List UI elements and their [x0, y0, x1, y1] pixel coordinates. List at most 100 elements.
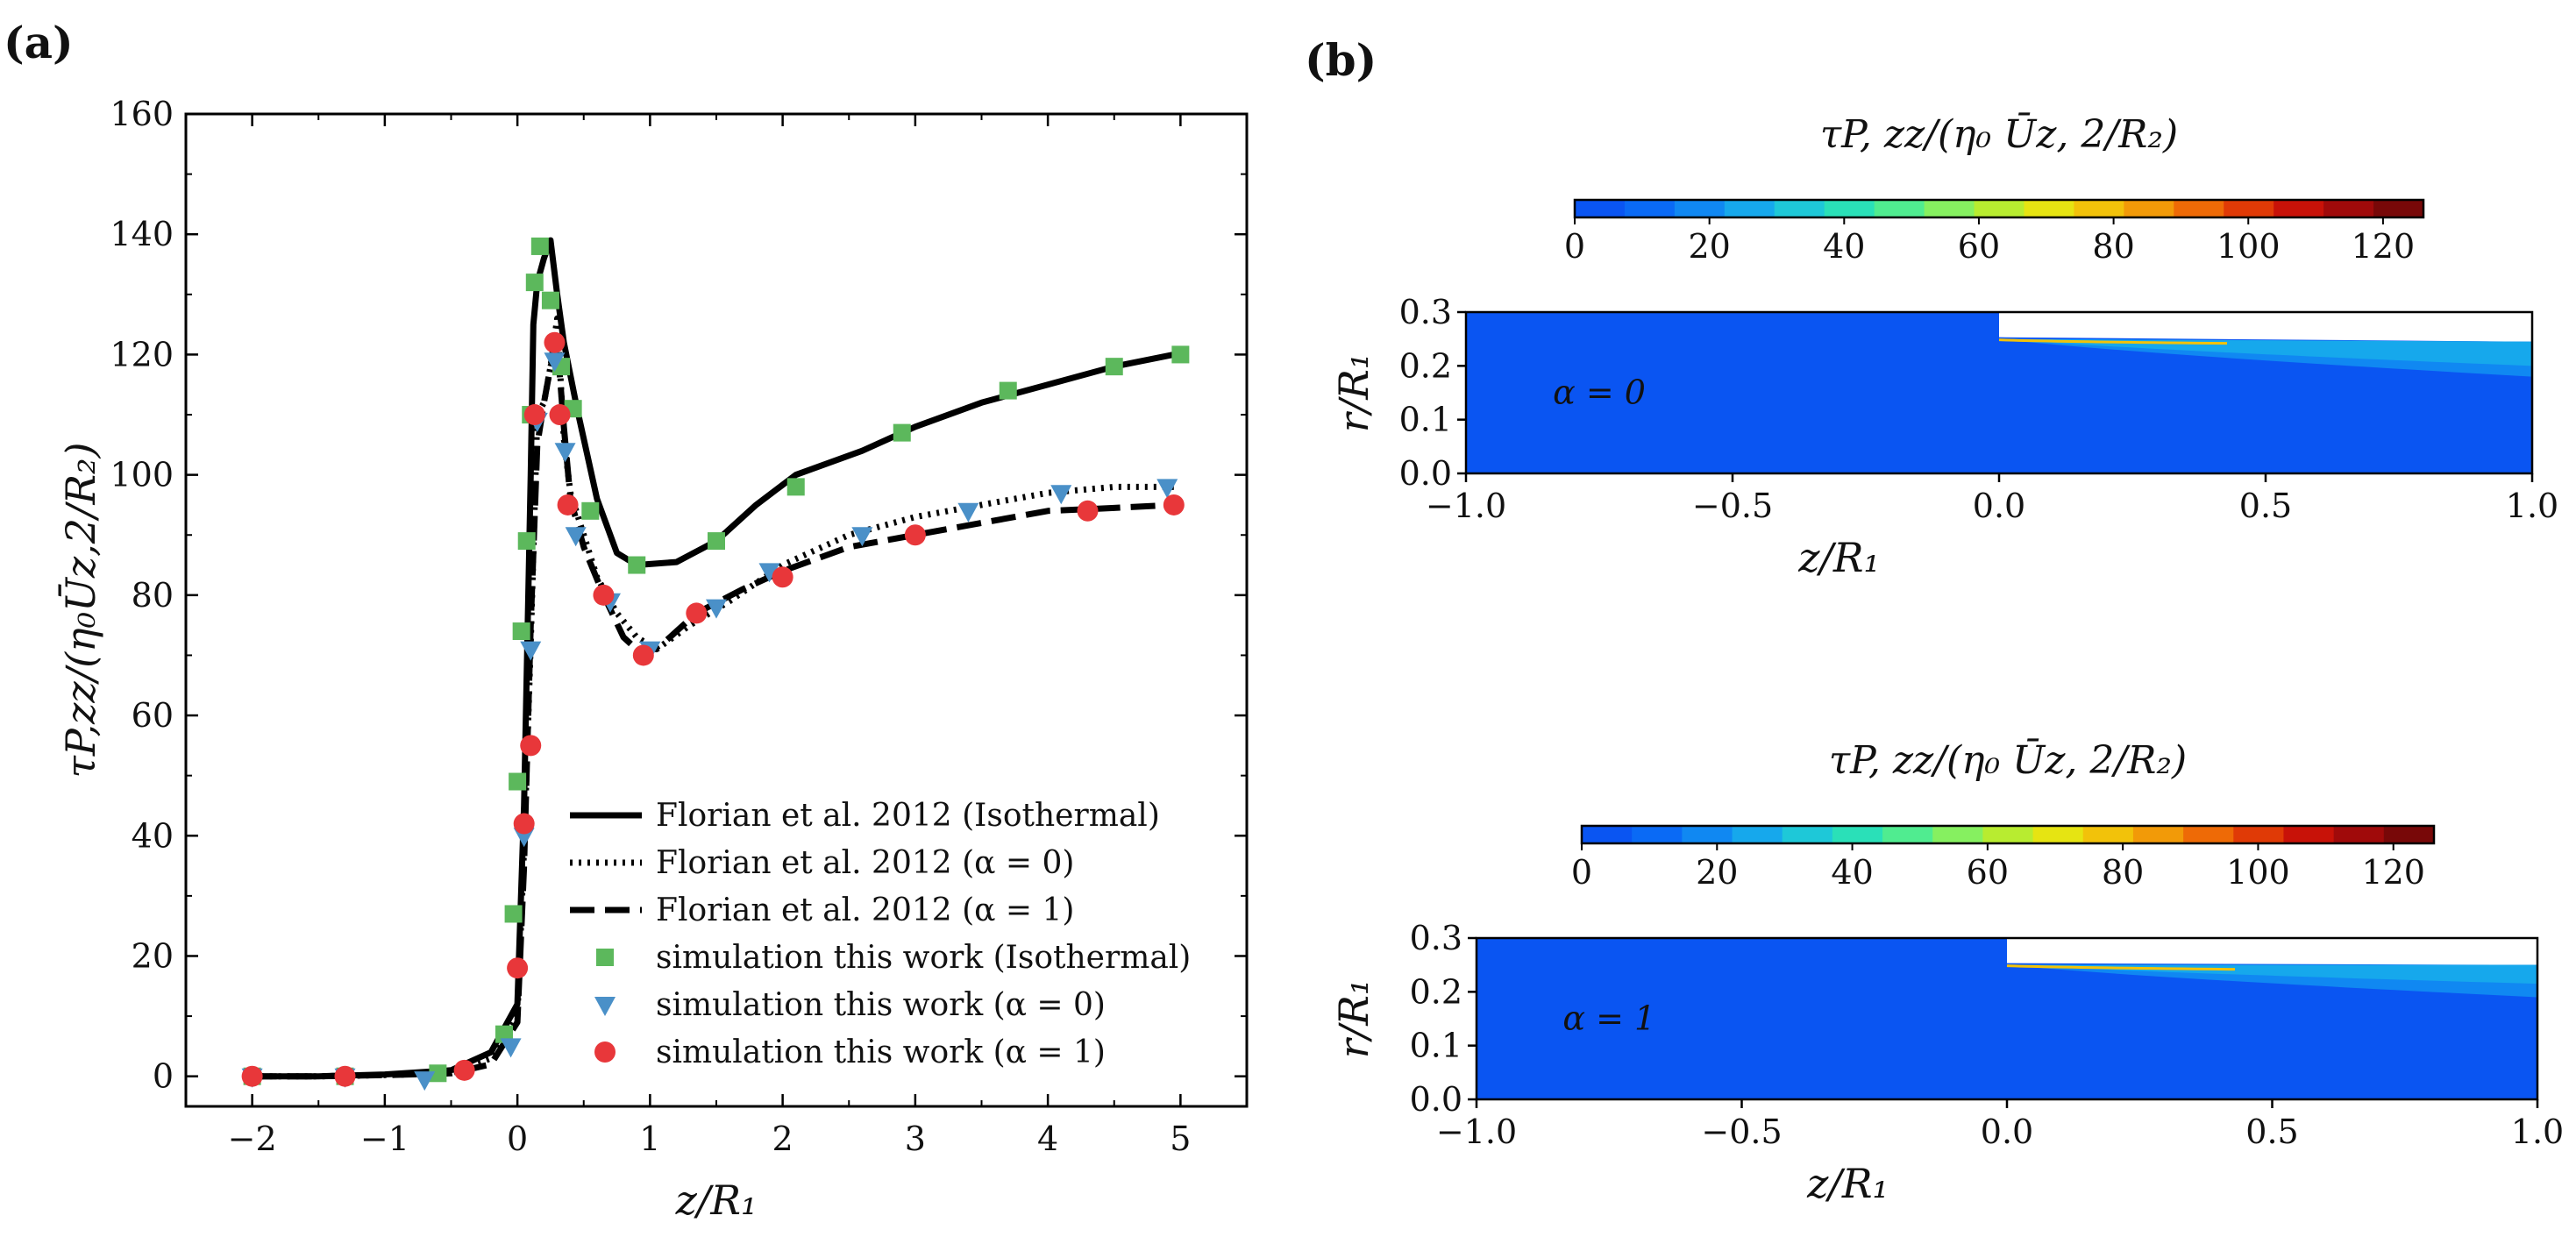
- colorbar-tick-label: 80: [2102, 853, 2144, 892]
- colorbar-frame: [1573, 198, 2425, 219]
- legend-label-0: Florian et al. 2012 (Isothermal): [656, 798, 1160, 834]
- heatmap-bottom-colorbar: 0 20 40 60 80 100 120: [1571, 824, 2436, 892]
- data-point-series-4: [1156, 479, 1178, 499]
- data-point-series-3: [541, 291, 559, 309]
- y-tick-label: 120: [110, 335, 174, 373]
- colorbar-swatch: [2274, 200, 2324, 217]
- heatmap-top-alpha-annotation: α = 0: [1553, 373, 1646, 411]
- colorbar-tick-label: 0: [1571, 853, 1592, 892]
- colorbar-swatch: [2333, 826, 2385, 843]
- data-point-series-3: [999, 381, 1017, 400]
- heatmap-top-field: [1466, 312, 2532, 473]
- data-point-series-3: [509, 772, 527, 791]
- data-point-series-5: [523, 404, 545, 426]
- colorbar-swatch: [1774, 200, 1825, 217]
- data-point-series-3: [786, 478, 805, 496]
- data-point-series-3: [581, 501, 600, 520]
- heatmap-top-y-axis-title: r/R₁: [1330, 353, 1377, 433]
- line-chart: −2 −1 0 1 2 3 4 5 0 20 40 60 80 100 120 140 160 z/R₁ τP,…: [57, 95, 1249, 1224]
- colorbar-swatch: [1974, 200, 2025, 217]
- y-tick-label: 0.0: [1399, 454, 1452, 493]
- colorbar-swatch: [2224, 200, 2274, 217]
- x-tick-label: −1: [360, 1120, 409, 1158]
- data-point-series-5: [549, 404, 571, 426]
- data-point-series-4: [565, 527, 587, 547]
- data-point-series-5: [241, 1065, 263, 1087]
- x-tick-label: 1.0: [2506, 487, 2558, 525]
- data-point-series-5: [334, 1065, 356, 1087]
- x-tick-label: −0.5: [1701, 1113, 1782, 1151]
- field-hot-edge: [1998, 338, 2228, 345]
- colorbar-tick-label: 100: [2226, 853, 2290, 892]
- heatmap-bottom-axes: −1.0 −0.5 0.0 0.5 1.0 0.0 0.1 0.2 0.3: [1410, 919, 2565, 1151]
- data-point-series-5: [507, 957, 529, 979]
- heatmap-alpha-0: τP, zz/(η₀ Ūz, 2/R₂) 0 20 40 60 80 100 120 −1.…: [1330, 111, 2558, 581]
- colorbar-swatch: [2074, 200, 2124, 217]
- field-band: [1999, 338, 2532, 366]
- data-point-series-3: [1105, 358, 1123, 376]
- x-tick-label: 3: [905, 1120, 926, 1158]
- y-tick-label: 140: [110, 215, 174, 253]
- data-point-series-4: [520, 641, 542, 661]
- colorbar-swatch: [1932, 826, 1984, 843]
- data-point-series-4: [1050, 485, 1072, 505]
- data-point-series-5: [520, 735, 542, 757]
- colorbar-swatch: [2032, 826, 2084, 843]
- heatmap-bottom-field: [1477, 938, 2537, 1099]
- y-tick-label: 0: [153, 1057, 174, 1096]
- colorbar-swatch: [2323, 200, 2374, 217]
- data-point-series-4: [706, 599, 727, 619]
- y-tick-label: 0.3: [1399, 293, 1452, 331]
- heatmap-bottom-colorbar-title: τP, zz/(η₀ Ūz, 2/R₂): [1829, 737, 2187, 783]
- colorbar-swatch: [1582, 826, 1633, 843]
- colorbar-swatch: [1682, 826, 1733, 843]
- colorbar-tick-label: 100: [2217, 227, 2281, 266]
- data-point-series-4: [554, 443, 576, 463]
- heatmap-bottom-x-axis-title: z/R₁: [1806, 1160, 1889, 1207]
- colorbar-swatch: [1982, 826, 2034, 843]
- x-tick-label: 4: [1037, 1120, 1058, 1158]
- colorbar-swatch: [1824, 200, 1875, 217]
- colorbar-swatch: [2082, 826, 2134, 843]
- x-tick-label: 0.0: [1981, 1113, 2033, 1151]
- data-point-series-4: [414, 1071, 436, 1091]
- colorbar-swatch: [1624, 200, 1676, 217]
- colorbar-swatch: [2174, 200, 2224, 217]
- colorbar-tick-label: 40: [1831, 853, 1873, 892]
- legend-label-1: Florian et al. 2012 (α = 0): [656, 845, 1074, 881]
- data-point-series-4: [851, 527, 873, 547]
- field-hot-edge: [2006, 964, 2236, 971]
- chart-a-ticks: −2 −1 0 1 2 3 4 5 0 20 40 60 80 100 120 140 160: [110, 95, 1248, 1158]
- x-tick-label: 1.0: [2511, 1113, 2564, 1151]
- x-tick-label: −0.5: [1692, 487, 1773, 525]
- x-tick-label: −1.0: [1436, 1113, 1517, 1151]
- chart-a-legend: Florian et al. 2012 (Isothermal) Florian …: [570, 798, 1191, 1070]
- x-tick-label: 0: [507, 1120, 528, 1158]
- y-tick-label: 20: [132, 936, 174, 975]
- data-point-series-5: [453, 1059, 475, 1081]
- heatmap-top-x-axis-title: z/R₁: [1797, 534, 1880, 581]
- colorbar-swatch: [2124, 200, 2174, 217]
- colorbar-tick-label: 40: [1823, 227, 1865, 266]
- x-tick-label: 1: [639, 1120, 660, 1158]
- colorbar-tick-label: 0: [1564, 227, 1585, 266]
- data-point-series-3: [517, 532, 536, 551]
- legend-marker-3: [596, 949, 614, 966]
- data-point-series-5: [686, 602, 708, 624]
- legend-label-2: Florian et al. 2012 (α = 1): [656, 892, 1074, 928]
- colorbar-tick-label: 60: [1967, 853, 2009, 892]
- heatmap-alpha-1: τP, zz/(η₀ Ūz, 2/R₂) 0 20 40 60 80 100 120 −1.…: [1330, 737, 2564, 1207]
- data-point-series-3: [512, 622, 530, 641]
- y-tick-label: 0.1: [1410, 1027, 1462, 1065]
- legend-label-3: simulation this work (Isothermal): [656, 940, 1191, 976]
- heatmap-bottom-alpha-annotation: α = 1: [1562, 999, 1655, 1037]
- field-band: [2007, 964, 2537, 985]
- x-tick-label: 5: [1170, 1120, 1191, 1158]
- colorbar-tick-label: 120: [2352, 227, 2416, 266]
- heatmap-top-colorbar: 0 20 40 60 80 100 120: [1564, 198, 2425, 266]
- colorbar-swatch: [2373, 200, 2424, 217]
- colorbar-swatch: [2233, 826, 2285, 843]
- colorbar-tick-label: 20: [1688, 227, 1730, 266]
- data-point-series-4: [544, 352, 566, 373]
